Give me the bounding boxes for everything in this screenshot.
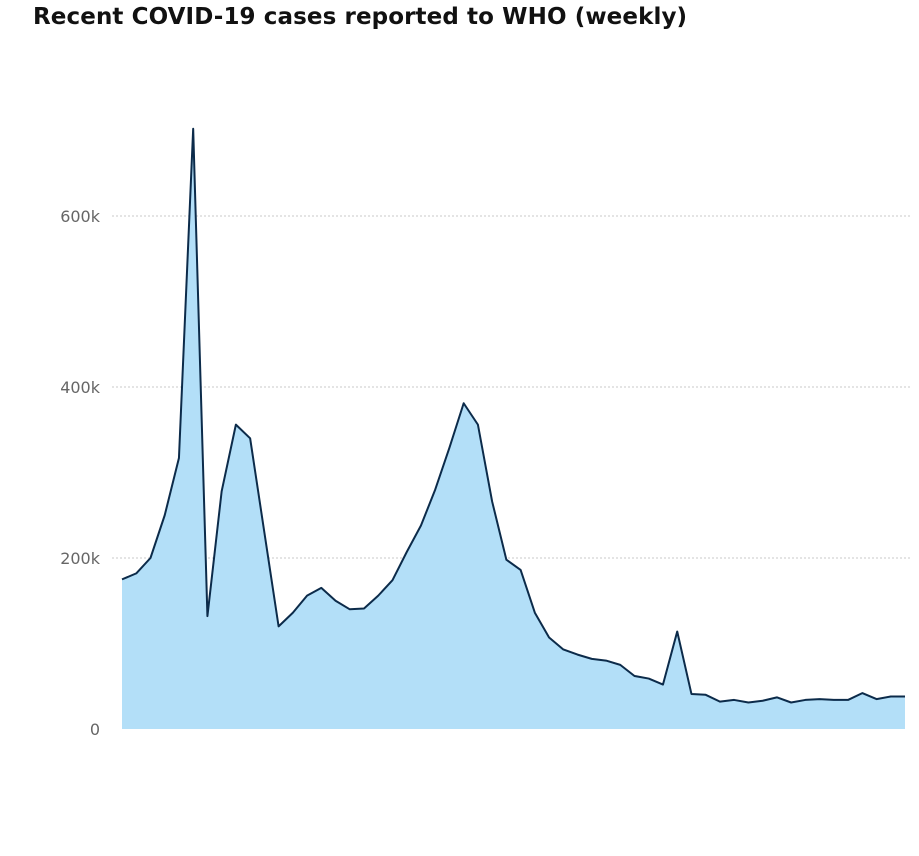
data-point [731,697,737,703]
data-point [147,555,153,561]
data-point [575,652,581,658]
data-point [859,690,865,696]
data-point [361,605,367,611]
y-tick-label: 0 [90,720,100,739]
data-point [688,691,694,697]
data-point [489,499,495,505]
data-point [717,699,723,705]
data-point [546,635,552,641]
data-point [389,577,395,583]
data-point [831,697,837,703]
data-point [233,422,239,428]
data-point [617,662,623,668]
y-tick-label: 400k [60,378,101,397]
data-point [888,694,894,700]
data-point [418,523,424,529]
data-point [703,692,709,698]
data-point [247,435,253,441]
data-point [219,488,225,494]
data-point [290,610,296,616]
series-layer [121,127,905,730]
data-point [845,697,851,703]
y-tick-label: 200k [60,549,101,568]
data-point [333,598,339,604]
data-point [404,549,410,555]
data-point [475,422,481,428]
data-point [304,593,310,599]
data-point [318,585,324,591]
data-point [190,126,196,132]
data-point [276,623,282,629]
data-point [660,682,666,688]
data-point [874,696,880,702]
data-point [589,656,595,662]
data-point [133,570,139,576]
data-point [902,694,908,700]
data-point [532,610,538,616]
cases-area [122,128,905,730]
data-point [162,512,168,518]
data-point [347,606,353,612]
data-point [204,613,210,619]
data-point [760,698,766,704]
data-point [802,697,808,703]
data-point [375,593,381,599]
data-point [603,658,609,664]
data-point [261,529,267,535]
data-point [817,696,823,702]
data-point [176,455,182,461]
data-point [518,567,524,573]
data-point [674,629,680,635]
data-point [119,576,125,582]
y-tick-label: 600k [60,207,101,226]
data-point [646,676,652,682]
data-point [503,557,509,563]
data-point [745,700,751,706]
chart-title: Recent COVID-19 cases reported to WHO (w… [33,4,688,30]
data-point [788,700,794,706]
data-point [632,673,638,679]
data-point [461,400,467,406]
cases-line [121,127,905,704]
data-point [560,646,566,652]
data-point [774,694,780,700]
data-point [432,487,438,493]
data-point [446,445,452,451]
y-axis-tick-labels: 0 200k 400k 600k [60,207,101,739]
